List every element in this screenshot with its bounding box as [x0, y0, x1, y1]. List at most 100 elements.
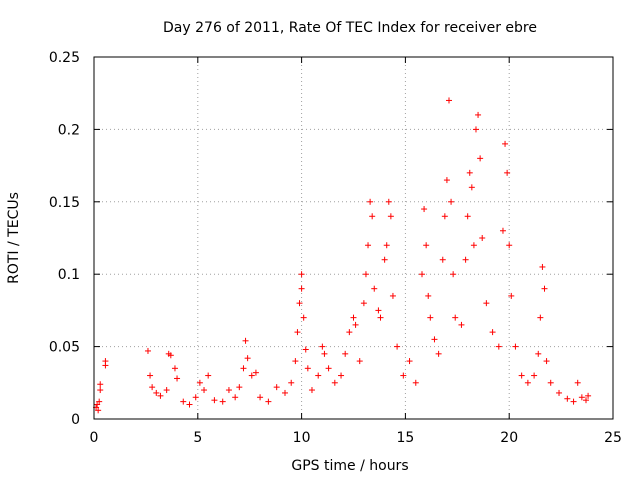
data-point	[319, 343, 326, 350]
data-point	[149, 384, 156, 391]
x-tick-label: 25	[604, 430, 622, 446]
data-point	[547, 379, 554, 386]
data-point	[499, 227, 506, 234]
data-point	[394, 343, 401, 350]
data-point	[192, 394, 199, 401]
data-point	[167, 352, 174, 359]
data-point	[292, 358, 299, 365]
data-point	[211, 397, 218, 404]
data-point	[412, 379, 419, 386]
data-point	[338, 372, 345, 379]
data-point	[298, 271, 305, 278]
data-point	[97, 387, 104, 394]
data-point	[583, 397, 590, 404]
data-point	[512, 343, 519, 350]
data-point	[371, 285, 378, 292]
x-tick-label: 0	[90, 430, 99, 446]
data-point	[425, 292, 432, 299]
data-point	[441, 213, 448, 220]
data-point	[308, 387, 315, 394]
data-point	[448, 198, 455, 205]
data-point	[342, 350, 349, 357]
data-point	[236, 384, 243, 391]
data-point	[419, 271, 426, 278]
data-point	[232, 394, 239, 401]
x-axis-title: GPS time / hours	[291, 458, 408, 474]
data-point	[450, 271, 457, 278]
data-point	[458, 321, 465, 328]
data-point	[483, 300, 490, 307]
data-point	[147, 372, 154, 379]
data-point	[531, 372, 538, 379]
data-point	[265, 398, 272, 405]
data-point	[400, 372, 407, 379]
data-point	[445, 97, 452, 104]
data-point	[346, 329, 353, 336]
axis-ticks: 0 5 10 15 20 25 0 0.05 0.1 0.15 0.2 0.25	[49, 50, 622, 446]
data-point	[452, 314, 459, 321]
data-point	[163, 387, 170, 394]
data-point	[325, 365, 332, 372]
data-point	[97, 381, 104, 388]
data-point	[102, 358, 109, 365]
data-point	[350, 314, 357, 321]
data-point	[304, 365, 311, 372]
data-point	[360, 300, 367, 307]
x-tick-label: 20	[500, 430, 518, 446]
data-points	[93, 97, 592, 414]
data-point	[95, 407, 102, 414]
x-tick-label: 10	[293, 430, 311, 446]
data-point	[431, 336, 438, 343]
data-point	[257, 394, 264, 401]
data-point	[475, 111, 482, 118]
data-point	[153, 389, 160, 396]
y-tick-label: 0.25	[49, 50, 80, 66]
x-tick-label: 5	[193, 430, 202, 446]
data-point	[385, 198, 392, 205]
data-point	[435, 350, 442, 357]
data-point	[315, 372, 322, 379]
data-point	[381, 256, 388, 263]
chart-title: Day 276 of 2011, Rate Of TEC Index for r…	[163, 20, 537, 36]
data-point	[470, 242, 477, 249]
data-point	[174, 375, 181, 382]
data-point	[365, 242, 372, 249]
data-point	[489, 329, 496, 336]
data-point	[537, 314, 544, 321]
data-point	[585, 392, 592, 399]
y-tick-label: 0.2	[58, 122, 80, 138]
x-tick-label: 15	[396, 430, 414, 446]
data-point	[96, 398, 103, 405]
data-point	[248, 372, 255, 379]
y-axis-title: ROTI / TECUs	[6, 192, 22, 284]
data-point	[578, 394, 585, 401]
y-tick-label: 0.1	[58, 267, 80, 283]
data-point	[225, 387, 232, 394]
data-point	[570, 398, 577, 405]
data-point	[369, 213, 376, 220]
data-point	[302, 346, 309, 353]
data-point	[288, 379, 295, 386]
data-point	[389, 292, 396, 299]
y-tick-label: 0.15	[49, 195, 80, 211]
data-point	[171, 365, 178, 372]
data-point	[300, 314, 307, 321]
data-point	[468, 184, 475, 191]
data-point	[296, 300, 303, 307]
data-point	[479, 235, 486, 241]
data-point	[466, 169, 473, 176]
data-point	[331, 379, 338, 386]
data-point	[205, 372, 212, 379]
data-point	[240, 365, 247, 372]
data-point	[439, 256, 446, 263]
data-point	[144, 347, 151, 354]
data-point	[273, 384, 280, 391]
plot-frame	[93, 56, 614, 420]
data-point	[362, 271, 369, 278]
y-tick-label: 0.05	[49, 340, 80, 356]
data-point	[201, 387, 208, 394]
data-point	[556, 389, 563, 396]
data-point	[518, 372, 525, 379]
